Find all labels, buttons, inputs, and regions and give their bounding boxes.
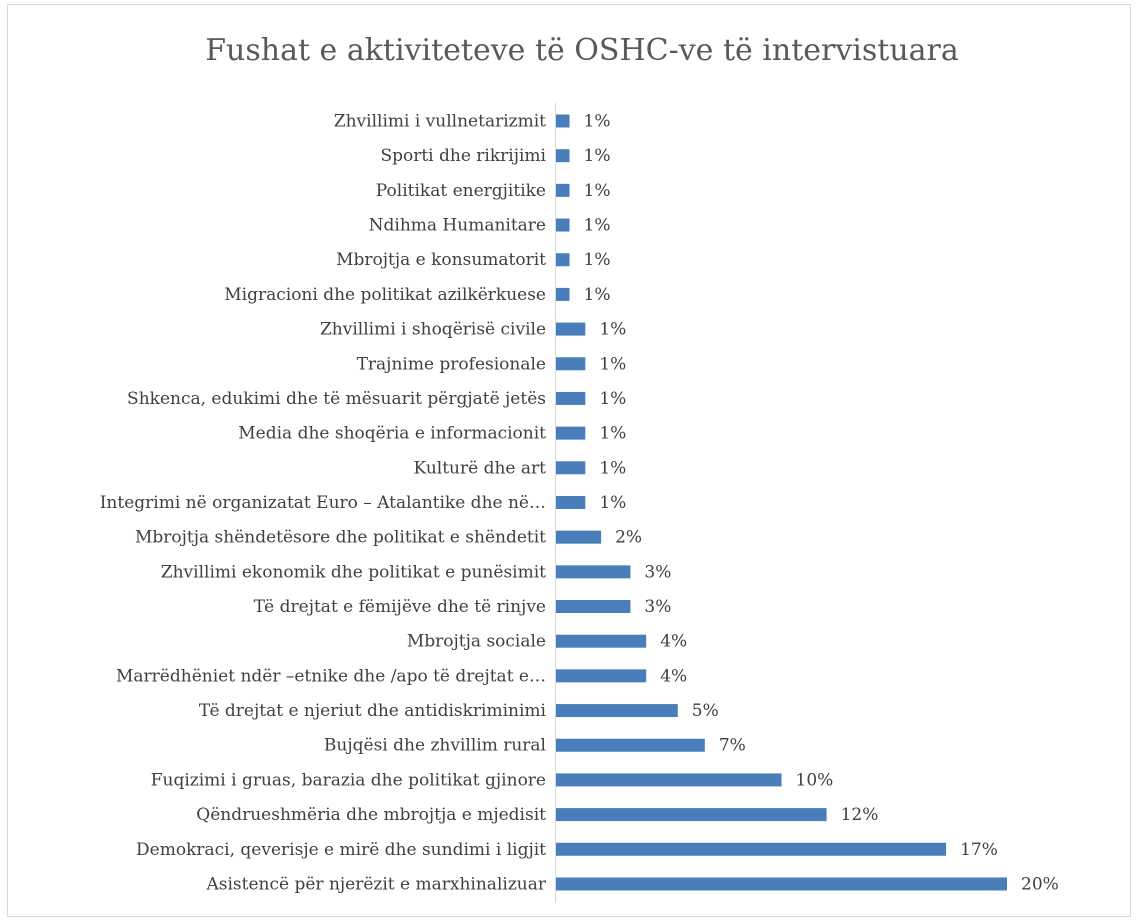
bar xyxy=(556,287,570,301)
bar xyxy=(556,114,570,128)
bar xyxy=(556,530,602,544)
bar xyxy=(556,704,678,718)
data-label: 1% xyxy=(584,181,611,201)
bar xyxy=(556,183,570,197)
data-label: 12% xyxy=(841,805,879,825)
y-tick-label: Sporti dhe rikrijimi xyxy=(380,146,546,166)
bar xyxy=(556,738,705,752)
y-tick-label: Bujqësi dhe zhvillim rural xyxy=(324,736,546,756)
y-tick-label: Integrimi në organizatat Euro – Atalanti… xyxy=(100,493,546,513)
bar xyxy=(556,634,647,648)
bar xyxy=(556,877,1007,891)
bar xyxy=(556,357,586,371)
data-label: 1% xyxy=(584,285,611,305)
y-tick-label: Zhvillimi i shoqërisë civile xyxy=(320,320,546,340)
data-label: 1% xyxy=(584,146,611,166)
bar xyxy=(556,218,570,232)
bar xyxy=(556,842,947,856)
bar xyxy=(556,253,570,267)
y-tick-label: Trajnime profesionale xyxy=(357,354,546,374)
data-label: 1% xyxy=(584,216,611,236)
y-tick-label: Ndihma Humanitare xyxy=(369,216,546,236)
bar xyxy=(556,565,631,579)
data-label: 2% xyxy=(615,528,642,548)
data-label: 10% xyxy=(796,770,834,790)
data-label: 20% xyxy=(1021,874,1059,894)
data-label: 1% xyxy=(584,112,611,132)
data-label: 1% xyxy=(599,493,626,513)
y-tick-label: Zhvillimi i vullnetarizmit xyxy=(334,112,546,132)
y-tick-label: Zhvillimi ekonomik dhe politikat e punës… xyxy=(161,562,546,582)
y-tick-label: Politikat energjitike xyxy=(376,181,546,201)
bar xyxy=(556,391,586,405)
y-tick-label: Media dhe shoqëria e informacionit xyxy=(238,424,546,444)
y-tick-label: Të drejtat e fëmijëve dhe të rinjve xyxy=(254,597,546,617)
y-tick-label: Mbrojtja e konsumatorit xyxy=(336,250,546,270)
bar xyxy=(556,808,827,822)
y-tick-label: Asistencë për njerëzit e marxhinalizuar xyxy=(205,874,546,894)
y-tick-label: Fuqizimi i gruas, barazia dhe politikat … xyxy=(151,770,546,790)
data-label: 4% xyxy=(660,666,687,686)
y-tick-label: Kulturë dhe art xyxy=(414,458,547,478)
y-tick-label: Shkenca, edukimi dhe të mësuarit përgjat… xyxy=(127,389,546,409)
bar xyxy=(556,669,647,683)
data-label: 3% xyxy=(644,597,671,617)
y-tick-label: Të drejtat e njeriut dhe antidiskriminim… xyxy=(199,701,547,721)
data-label: 17% xyxy=(960,840,998,860)
data-label: 1% xyxy=(599,354,626,374)
bar xyxy=(556,773,782,787)
bar xyxy=(556,149,570,163)
y-tick-label: Migracioni dhe politikat azilkërkuese xyxy=(224,285,546,305)
data-label: 1% xyxy=(599,424,626,444)
bar xyxy=(556,600,631,614)
data-label: 1% xyxy=(584,250,611,270)
y-tick-label: Mbrojtja sociale xyxy=(407,632,546,652)
data-label: 1% xyxy=(599,389,626,409)
bar xyxy=(556,426,586,440)
y-tick-label: Marrëdhëniet ndër –etnike dhe /apo të dr… xyxy=(116,666,546,686)
chart-title: Fushat e aktiviteteve të OSHC-ve të inte… xyxy=(205,33,959,68)
y-tick-label: Mbrojtja shëndetësore dhe politikat e sh… xyxy=(135,528,546,548)
bar xyxy=(556,322,586,336)
data-label: 7% xyxy=(719,736,746,756)
y-tick-label: Qëndrueshmëria dhe mbrojtja e mjedisit xyxy=(196,805,546,825)
data-label: 4% xyxy=(660,632,687,652)
bar xyxy=(556,495,586,509)
data-label: 1% xyxy=(599,458,626,478)
bar xyxy=(556,461,586,475)
data-label: 1% xyxy=(599,320,626,340)
data-label: 5% xyxy=(692,701,719,721)
y-tick-label: Demokraci, qeverisje e mirë dhe sundimi … xyxy=(136,840,546,860)
data-label: 3% xyxy=(644,562,671,582)
